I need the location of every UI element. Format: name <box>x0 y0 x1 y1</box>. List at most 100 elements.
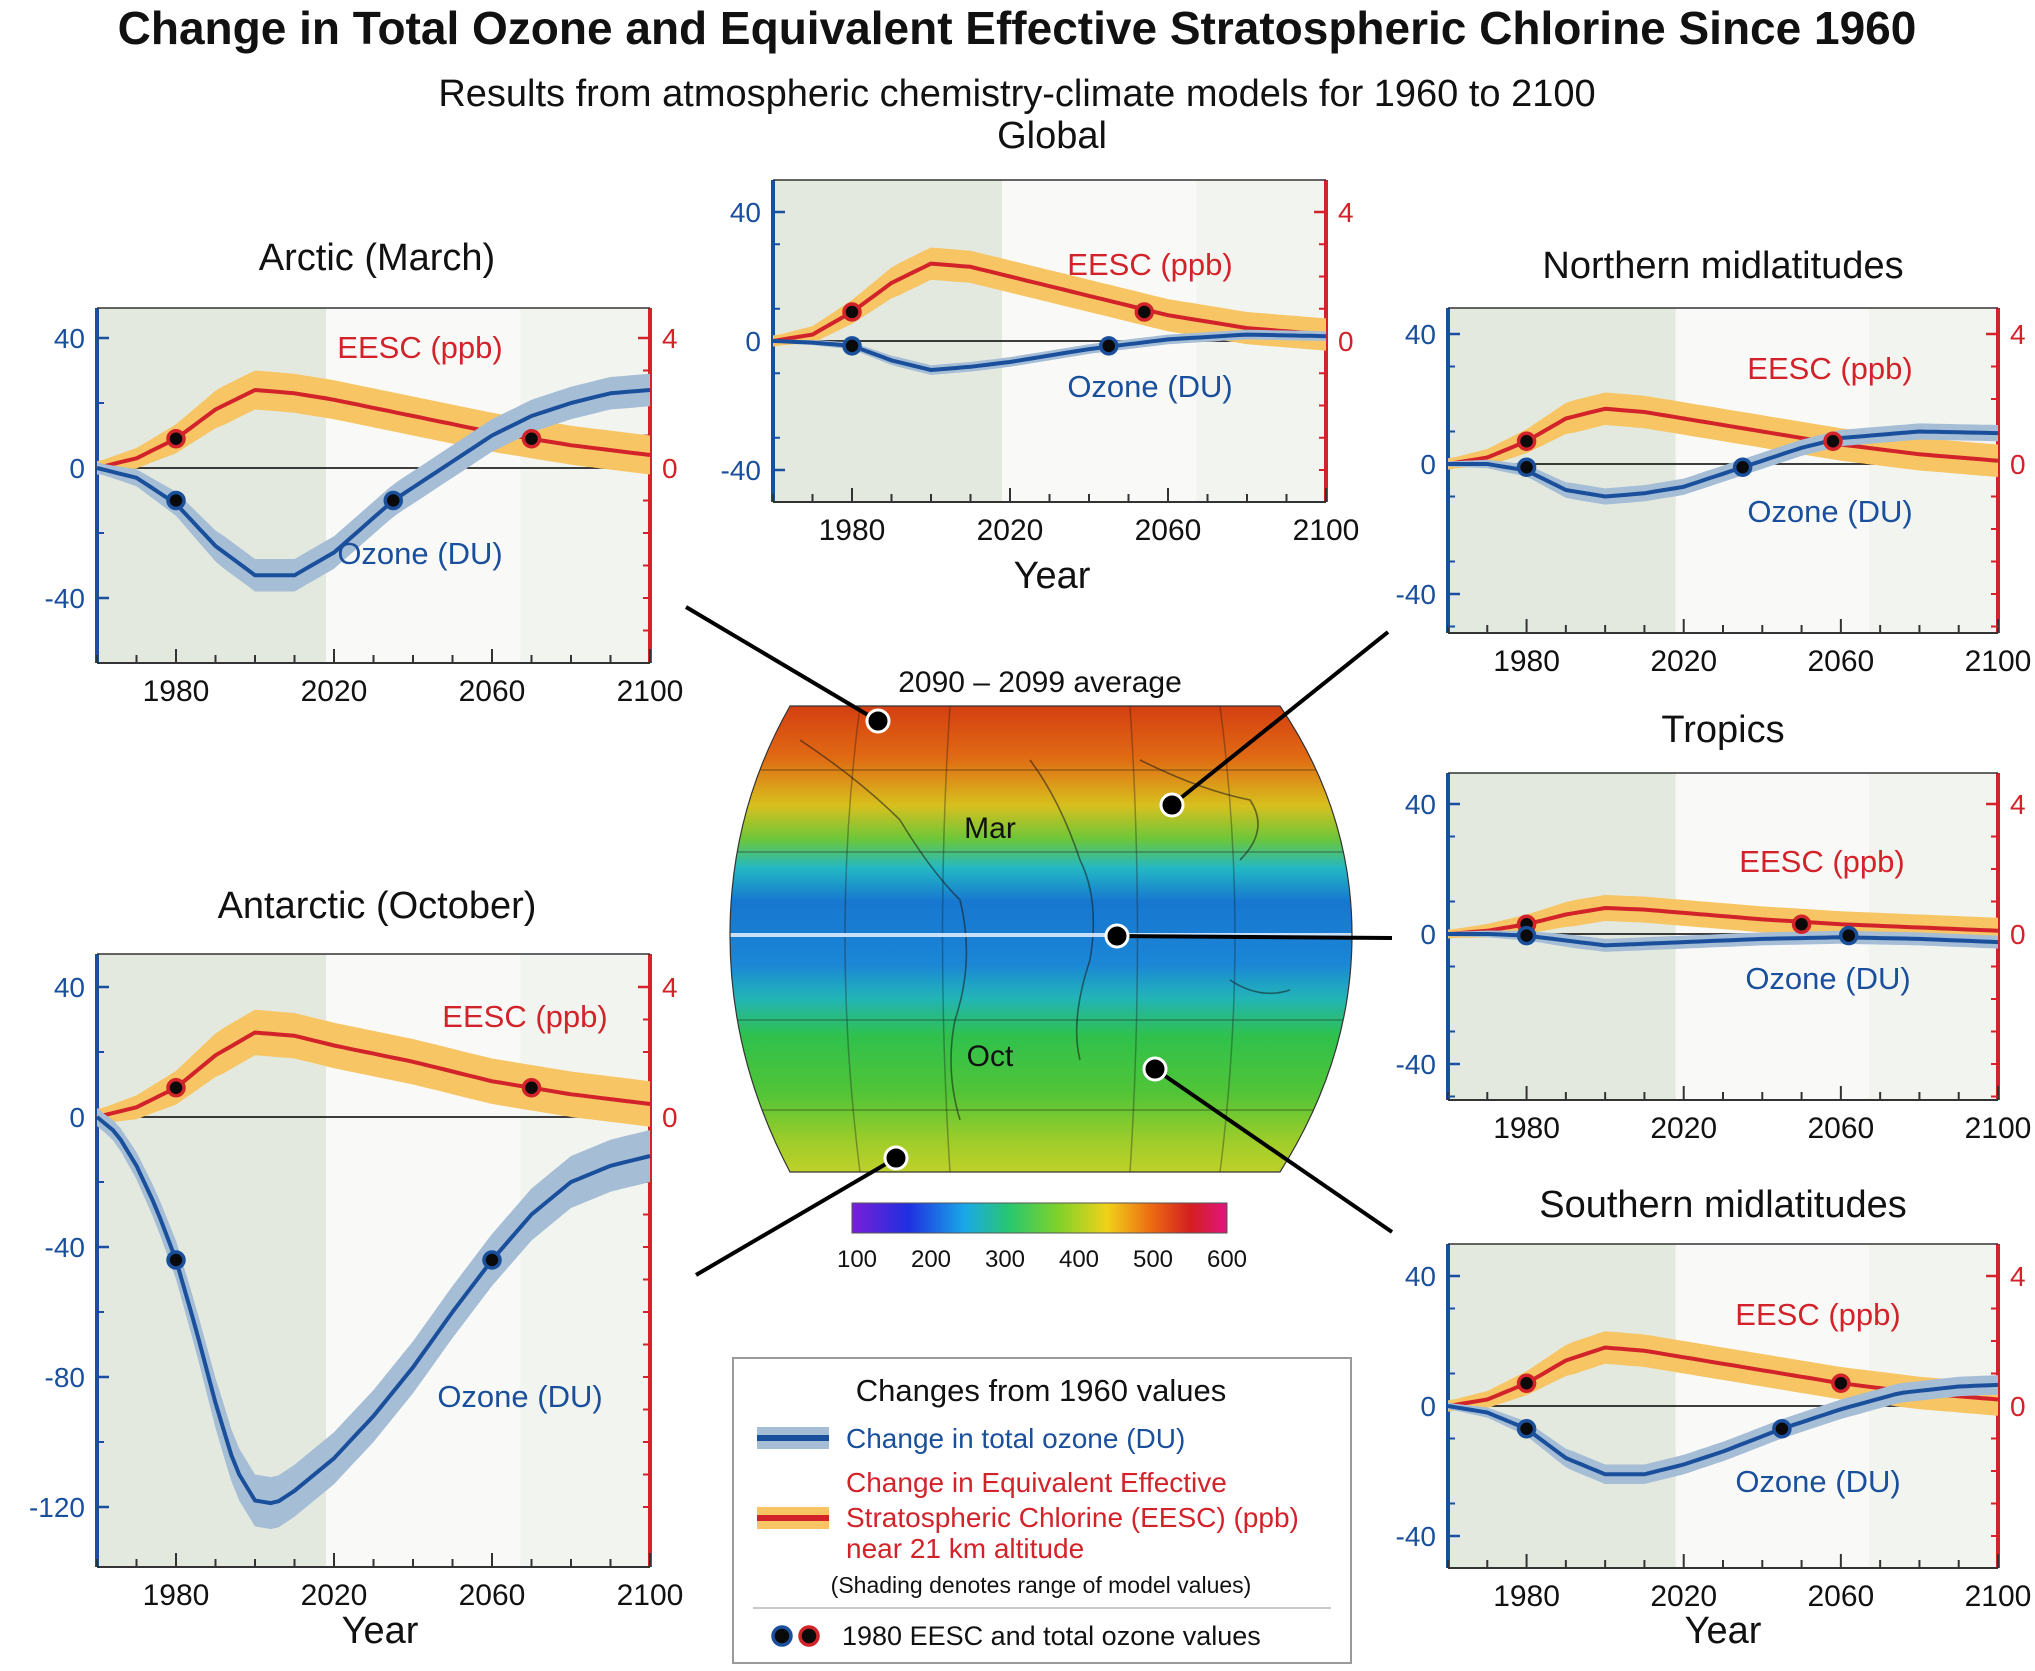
arctic-x-label: 2060 <box>459 675 526 708</box>
tropics-eesc-line <box>1447 906 1999 936</box>
northern-ozone-label: Ozone (DU) <box>1747 494 1912 529</box>
southern-y-label-left: 40 <box>1405 1261 1436 1292</box>
map-dot-northern <box>1159 792 1185 818</box>
tropics-ozone-line <box>1448 932 1999 948</box>
arctic-ozone-marker <box>383 490 403 511</box>
legend-eesc-line-1: Change in Equivalent Effective <box>846 1467 1227 1498</box>
arctic-ozone-marker <box>166 490 186 511</box>
northern-x-label: 1980 <box>1493 645 1560 678</box>
southern-x-label: 2060 <box>1807 1580 1874 1613</box>
arctic-y-label-left: 0 <box>69 453 85 484</box>
arctic-eesc-marker <box>521 429 542 449</box>
tropics-eesc-label: EESC (ppb) <box>1739 844 1904 879</box>
northern-x-label: 2100 <box>1965 645 2032 678</box>
map-equator-line <box>730 933 1352 937</box>
tropics-eesc-marker <box>1791 914 1812 934</box>
global-x-label: 2020 <box>977 514 1044 547</box>
arctic-x-label: 2020 <box>301 675 368 708</box>
southern-ozone-marker <box>1516 1419 1537 1439</box>
arctic-eesc-marker <box>166 429 186 449</box>
antarctic-ozone-line <box>95 1115 651 1506</box>
antarctic-title: Antarctic (October) <box>218 885 537 927</box>
arctic-eesc-line <box>96 388 651 470</box>
antarctic-y-label-left: 40 <box>54 972 85 1003</box>
northern-ozone-marker <box>1732 457 1753 477</box>
tropics-y-label-left: 40 <box>1405 789 1436 820</box>
leader-lines <box>684 605 1394 1277</box>
northern-title: Northern midlatitudes <box>1542 245 1903 287</box>
northern-eesc-marker <box>1516 431 1537 451</box>
colorbar-tick: 200 <box>911 1246 951 1273</box>
colorbar-tick: 300 <box>985 1246 1025 1273</box>
figure-title: Change in Total Ozone and Equivalent Eff… <box>118 2 1917 54</box>
global-eesc-marker <box>1134 302 1155 322</box>
antarctic-y-label-left: 0 <box>69 1102 85 1133</box>
global-eesc-line <box>772 261 1327 343</box>
leader-antarctic <box>694 1156 898 1277</box>
map-dot-antarctic <box>883 1145 909 1171</box>
northern-x-label: 2020 <box>1650 645 1717 678</box>
northern-y-label-left: -40 <box>1396 579 1436 610</box>
southern-y-label-right: 4 <box>2010 1261 2026 1292</box>
global-y-label-left: 40 <box>730 197 761 228</box>
map-dot-tropics <box>1104 923 1130 949</box>
tropics-y-label-right: 0 <box>2010 919 2026 950</box>
map-field <box>730 706 1352 1172</box>
tropics-x-label: 2060 <box>1807 1112 1874 1145</box>
legend-title: Changes from 1960 values <box>856 1373 1227 1408</box>
antarctic-y-label-left: -80 <box>45 1362 85 1393</box>
global-y-label-right: 4 <box>1338 197 1354 228</box>
global-title: Global <box>997 115 1107 157</box>
arctic-ozone-label: Ozone (DU) <box>337 536 502 571</box>
legend-eesc-line-2: Stratospheric Chlorine (EESC) (ppb) <box>846 1502 1299 1533</box>
arctic-ozone-line <box>96 388 651 578</box>
southern-ozone-label: Ozone (DU) <box>1735 1464 1900 1499</box>
global-x-axis-title: Year <box>1014 555 1091 597</box>
map-label-mar: Mar <box>964 812 1016 845</box>
northern-ozone-range-band <box>1448 423 1998 505</box>
global-eesc-marker <box>842 302 862 322</box>
colorbar-tick: 600 <box>1207 1246 1247 1273</box>
arctic-x-label: 2100 <box>617 675 684 708</box>
legend-eesc-line-3: near 21 km altitude <box>846 1533 1084 1564</box>
southern-x-label: 2020 <box>1650 1580 1717 1613</box>
southern-x-label: 1980 <box>1493 1580 1560 1613</box>
global-ozone-marker <box>1099 336 1119 356</box>
legend-box <box>732 1357 1352 1664</box>
tropics-ozone-marker <box>1838 925 1859 946</box>
arctic-eesc-range-band <box>97 370 650 475</box>
map-title: 2090 – 2099 average <box>898 666 1182 699</box>
global-y-label-left: -40 <box>721 455 761 486</box>
leader-tropics <box>1116 934 1393 940</box>
antarctic-eesc-marker <box>521 1078 542 1098</box>
antarctic-eesc-range-band <box>97 1009 650 1127</box>
southern-title: Southern midlatitudes <box>1539 1184 1907 1226</box>
antarctic-ozone-marker <box>166 1250 186 1270</box>
colorbar <box>851 1202 1228 1234</box>
northern-y-label-right: 4 <box>2010 319 2026 350</box>
northern-ozone-marker <box>1516 457 1537 477</box>
antarctic-x-axis-title: Year <box>342 1610 419 1652</box>
figure-subtitle: Results from atmospheric chemistry-clima… <box>438 73 1595 115</box>
global-y-label-right: 0 <box>1338 326 1354 357</box>
southern-ozone-line <box>1447 1382 1999 1477</box>
map-outline <box>729 705 1353 1173</box>
southern-x-label: 2100 <box>1965 1580 2032 1613</box>
northern-y-label-left: 0 <box>1420 449 1436 480</box>
arctic-y-label-left: -40 <box>45 583 85 614</box>
antarctic-y-label-left: -40 <box>45 1232 85 1263</box>
legend-dot-eesc <box>798 1625 820 1647</box>
arctic-x-label: 1980 <box>143 675 210 708</box>
tropics-y-label-left: -40 <box>1396 1049 1436 1080</box>
map-dot-southern <box>1142 1056 1168 1082</box>
tropics-title: Tropics <box>1661 709 1784 751</box>
tropics-ozone-label: Ozone (DU) <box>1745 961 1910 996</box>
northern-eesc-label: EESC (ppb) <box>1747 351 1912 386</box>
antarctic-ozone-range-band <box>97 1107 650 1530</box>
northern-y-label-right: 0 <box>2010 449 2026 480</box>
leader-arctic <box>684 605 880 723</box>
